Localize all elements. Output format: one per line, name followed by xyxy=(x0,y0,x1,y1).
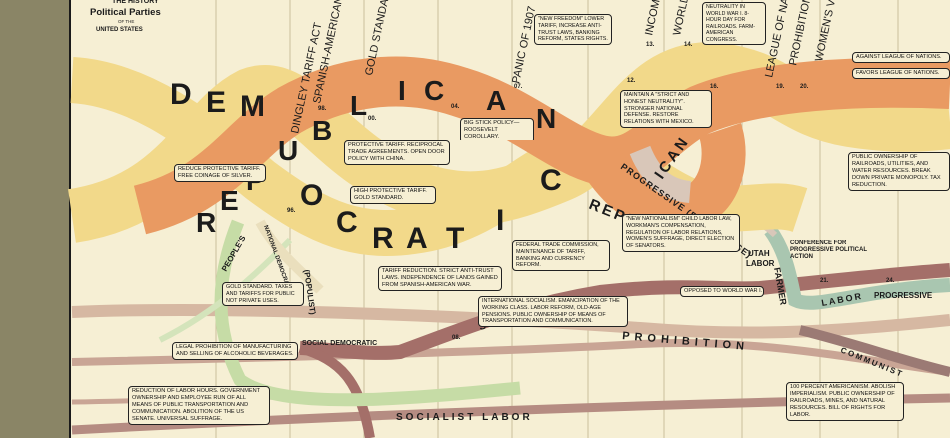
note-19-box: 100 PERCENT AMERICANISM. ABOLISH IMPERIA… xyxy=(786,382,904,421)
communist-stream xyxy=(798,325,950,377)
bull-moose-stream xyxy=(629,145,692,203)
note-6-box: NEUTRALITY IN WORLD WAR I. 8-HOUR DAY FO… xyxy=(702,2,766,45)
rep-letter-7: I xyxy=(398,75,406,106)
year-96: 96. xyxy=(287,208,296,214)
note-19: 100 PERCENT AMERICANISM. ABOLISH IMPERIA… xyxy=(786,382,904,421)
socialist-stream xyxy=(299,263,950,360)
note-7-box: MAINTAIN A "STRICT AND HONEST NEUTRALITY… xyxy=(620,90,712,128)
rep-letter-8: C xyxy=(424,75,444,106)
democratic-label: D E M O C R A T I C xyxy=(170,78,562,255)
dem-letter-4: O xyxy=(300,179,323,212)
note-14-box: GOLD STANDARD. TAXES AND TARIFFS FOR PUB… xyxy=(222,282,304,307)
note-15-box: LEGAL PROHIBITION OF MANUFACTURING AND S… xyxy=(172,342,298,360)
year-00: 00. xyxy=(368,116,377,122)
note-5-box: "NEW FREEDOM" LOWER TARIFF, INCREASE ANT… xyxy=(534,14,612,45)
chart-title-line4: UNITED STATES xyxy=(96,27,143,33)
note-7: MAINTAIN A "STRICT AND HONEST NEUTRALITY… xyxy=(620,90,712,128)
dem-letter-8: T xyxy=(446,222,464,255)
progressive-label: PROGRESSIVE xyxy=(874,291,933,300)
year-13: 13. xyxy=(646,42,655,48)
year-16: 16. xyxy=(710,84,719,90)
note-14: GOLD STANDARD. TAXES AND TARIFFS FOR PUB… xyxy=(222,282,304,307)
note-10: PUBLIC OWNERSHIP OF RAILROADS, UTILITIES… xyxy=(848,152,950,191)
dem-letter-1: D xyxy=(170,78,192,111)
republican-label: R E P U B L I C A N xyxy=(196,75,556,238)
republican-stream xyxy=(133,56,950,235)
note-3: HIGH PROTECTIVE TARIFF. GOLD STANDARD. xyxy=(350,186,436,204)
year-04: 04. xyxy=(451,104,460,110)
dem-letter-5: C xyxy=(336,206,358,239)
note-8: AGAINST LEAGUE OF NATIONS. xyxy=(852,52,950,63)
utah-label-1: UTAH xyxy=(748,249,770,258)
year-98: 98. xyxy=(318,106,327,112)
note-2-box: PROTECTIVE TARIFF. RECIPROCAL TRADE AGRE… xyxy=(344,140,450,165)
rep-letter-10: N xyxy=(536,103,556,134)
note-3-box: HIGH PROTECTIVE TARIFF. GOLD STANDARD. xyxy=(350,186,436,204)
note-12: FEDERAL TRADE COMMISSION, MAINTENANCE OF… xyxy=(512,240,610,271)
note-12-box: FEDERAL TRADE COMMISSION, MAINTENANCE OF… xyxy=(512,240,610,271)
national-democratic-stream xyxy=(255,219,324,294)
chart-title-line3: OF THE xyxy=(118,19,134,24)
year-12: 12. xyxy=(627,78,636,84)
note-4-box: BIG STICK POLICY— ROOSEVELT COROLLARY. xyxy=(460,118,534,140)
note-18: REDUCTION OF LABOR HOURS. GOVERNMENT OWN… xyxy=(128,386,270,425)
note-9-box: FAVORS LEAGUE OF NATIONS. xyxy=(852,68,950,79)
note-18-box: REDUCTION OF LABOR HOURS. GOVERNMENT OWN… xyxy=(128,386,270,425)
note-11-box: "NEW NATIONALISM" CHILD LABOR LAW, WORKM… xyxy=(622,214,740,252)
note-17-box: OPPOSED TO WORLD WAR I. xyxy=(680,286,764,297)
note-4: BIG STICK POLICY— ROOSEVELT COROLLARY. xyxy=(460,118,534,140)
year-19: 19. xyxy=(776,84,785,90)
rep-letter-4: U xyxy=(278,135,298,166)
chart-title-line1: THE HISTORY xyxy=(112,0,159,5)
utah-label-2: LABOR xyxy=(746,259,775,268)
year-markers: 96. 98. 00. 04. 07. 08. 12. 13. 14. 16. … xyxy=(287,42,895,341)
year-07: 07. xyxy=(514,84,523,90)
note-15: LEGAL PROHIBITION OF MANUFACTURING AND S… xyxy=(172,342,298,360)
conference-label-box: CONFERENCE FOR PROGRESSIVE POLITICAL ACT… xyxy=(790,240,867,261)
farmer-labor-stream xyxy=(764,225,950,310)
social-democratic-label: SOCIAL DEMOCRATIC xyxy=(302,340,377,347)
note-8-box: AGAINST LEAGUE OF NATIONS. xyxy=(852,52,950,63)
note-1-box: REDUCE PROTECTIVE TARIFF. FREE COINAGE O… xyxy=(174,164,266,182)
dem-letter-6: R xyxy=(372,222,394,255)
note-5: "NEW FREEDOM" LOWER TARIFF, INCREASE ANT… xyxy=(534,14,612,45)
note-6: NEUTRALITY IN WORLD WAR I. 8-HOUR DAY FO… xyxy=(702,2,766,45)
note-1: REDUCE PROTECTIVE TARIFF. FREE COINAGE O… xyxy=(174,164,266,182)
year-14: 14. xyxy=(684,42,693,48)
dem-letter-10: C xyxy=(540,164,562,197)
year-21: 21. xyxy=(820,278,829,284)
dem-letter-2: E xyxy=(206,86,226,119)
socialist-labor-label: SOCIALIST LABOR xyxy=(396,412,533,423)
rep-letter-5: B xyxy=(312,115,332,146)
rep-letter-9: A xyxy=(486,85,506,116)
note-16: INTERNATIONAL SOCIALISM. EMANCIPATION OF… xyxy=(478,296,628,327)
socialist-branch xyxy=(298,343,375,438)
rep-letter-2: E xyxy=(220,185,239,216)
dem-letter-7: A xyxy=(406,222,428,255)
rep-letter-6: L xyxy=(350,90,367,121)
year-20: 20. xyxy=(800,84,809,90)
note-13-box: TARIFF REDUCTION. STRICT ANTI-TRUST LAWS… xyxy=(378,266,502,291)
conference-label: CONFERENCE FOR PROGRESSIVE POLITICAL ACT… xyxy=(790,240,867,261)
note-10-box: PUBLIC OWNERSHIP OF RAILROADS, UTILITIES… xyxy=(848,152,950,191)
chart-title-line2: Political Parties xyxy=(90,7,161,18)
note-13: TARIFF REDUCTION. STRICT ANTI-TRUST LAWS… xyxy=(378,266,502,291)
year-08: 08. xyxy=(452,335,461,341)
note-17: OPPOSED TO WORLD WAR I. xyxy=(680,286,764,297)
note-2: PROTECTIVE TARIFF. RECIPROCAL TRADE AGRE… xyxy=(344,140,450,165)
dem-letter-9: I xyxy=(496,204,504,237)
note-9: FAVORS LEAGUE OF NATIONS. xyxy=(852,68,950,79)
dem-letter-3: M xyxy=(240,90,265,123)
note-11: "NEW NATIONALISM" CHILD LABOR LAW, WORKM… xyxy=(622,214,740,252)
republican-loop xyxy=(581,123,746,233)
rep-letter-1: R xyxy=(196,207,216,238)
year-24: 24. xyxy=(886,278,895,284)
policy-notes: REDUCE PROTECTIVE TARIFF. FREE COINAGE O… xyxy=(128,2,950,425)
note-16-box: INTERNATIONAL SOCIALISM. EMANCIPATION OF… xyxy=(478,296,628,327)
